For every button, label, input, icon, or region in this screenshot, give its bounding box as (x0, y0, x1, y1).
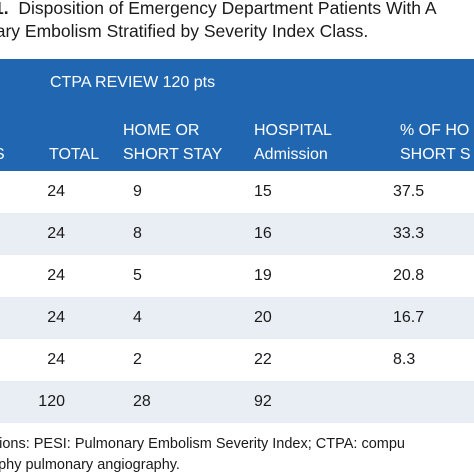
caption-line-1: 1. Disposition of Emergency Department P… (0, 0, 437, 20)
header-hospital-line-2: Admission (254, 146, 328, 163)
cell-home: 28 (133, 393, 151, 410)
table-row: 24 5 19 20.8 (0, 255, 474, 297)
caption-text-1: Disposition of Emergency Department Pati… (18, 0, 437, 18)
table-row: 24 2 22 8.3 (0, 339, 474, 381)
cell-pct: 37.5 (393, 183, 425, 200)
cell-pct: 16.7 (393, 309, 425, 326)
cell-total: 24 (47, 183, 65, 200)
header-class-fragment: S (0, 143, 5, 167)
cell-pct: 33.3 (393, 225, 425, 242)
cell-pct: 20.8 (393, 267, 425, 284)
cell-home: 2 (133, 351, 142, 368)
cell-home: 5 (133, 267, 142, 284)
footnote-line-1: ations: PESI: Pulmonary Embolism Severit… (0, 436, 405, 452)
table-row: 24 4 20 16.7 (0, 297, 474, 339)
cell-total: 24 (47, 267, 65, 284)
caption-label: 1. (0, 0, 9, 18)
header-pct-line-2: SHORT S (400, 146, 471, 163)
table-row: 24 9 15 37.5 (0, 171, 474, 213)
cell-hospital: 20 (254, 309, 272, 326)
cell-hospital: 16 (254, 225, 272, 242)
header-total: TOTAL (49, 146, 100, 163)
header-hospital-line-1: HOSPITAL (254, 122, 332, 139)
header-home-line-1: HOME OR (123, 122, 200, 139)
cell-hospital: 22 (254, 351, 272, 368)
cell-total: 24 (47, 351, 65, 368)
table-row: 24 8 16 33.3 (0, 213, 474, 255)
header-group-label: CTPA REVIEW 120 pts (50, 74, 216, 91)
cell-home: 9 (133, 183, 142, 200)
cell-total: 120 (38, 393, 65, 410)
cell-home: 8 (133, 225, 142, 242)
cell-pct: 8.3 (393, 351, 416, 368)
cell-hospital: 19 (254, 267, 272, 284)
table-row-total: 120 28 92 (0, 381, 474, 423)
header-pct-line-1: % OF HO (400, 122, 470, 139)
cell-hospital: 92 (254, 393, 272, 410)
caption-line-2: nary Embolism Stratified by Severity Ind… (0, 21, 369, 41)
table-header: CTPA REVIEW 120 pts S TOTAL HOME OR SHOR… (0, 59, 474, 171)
cell-total: 24 (47, 225, 65, 242)
cell-home: 4 (133, 309, 142, 326)
cell-total: 24 (47, 309, 65, 326)
cell-hospital: 15 (254, 183, 272, 200)
header-home-line-2: SHORT STAY (123, 146, 223, 163)
footnote-line-2: aphy pulmonary angiography. (0, 457, 180, 473)
